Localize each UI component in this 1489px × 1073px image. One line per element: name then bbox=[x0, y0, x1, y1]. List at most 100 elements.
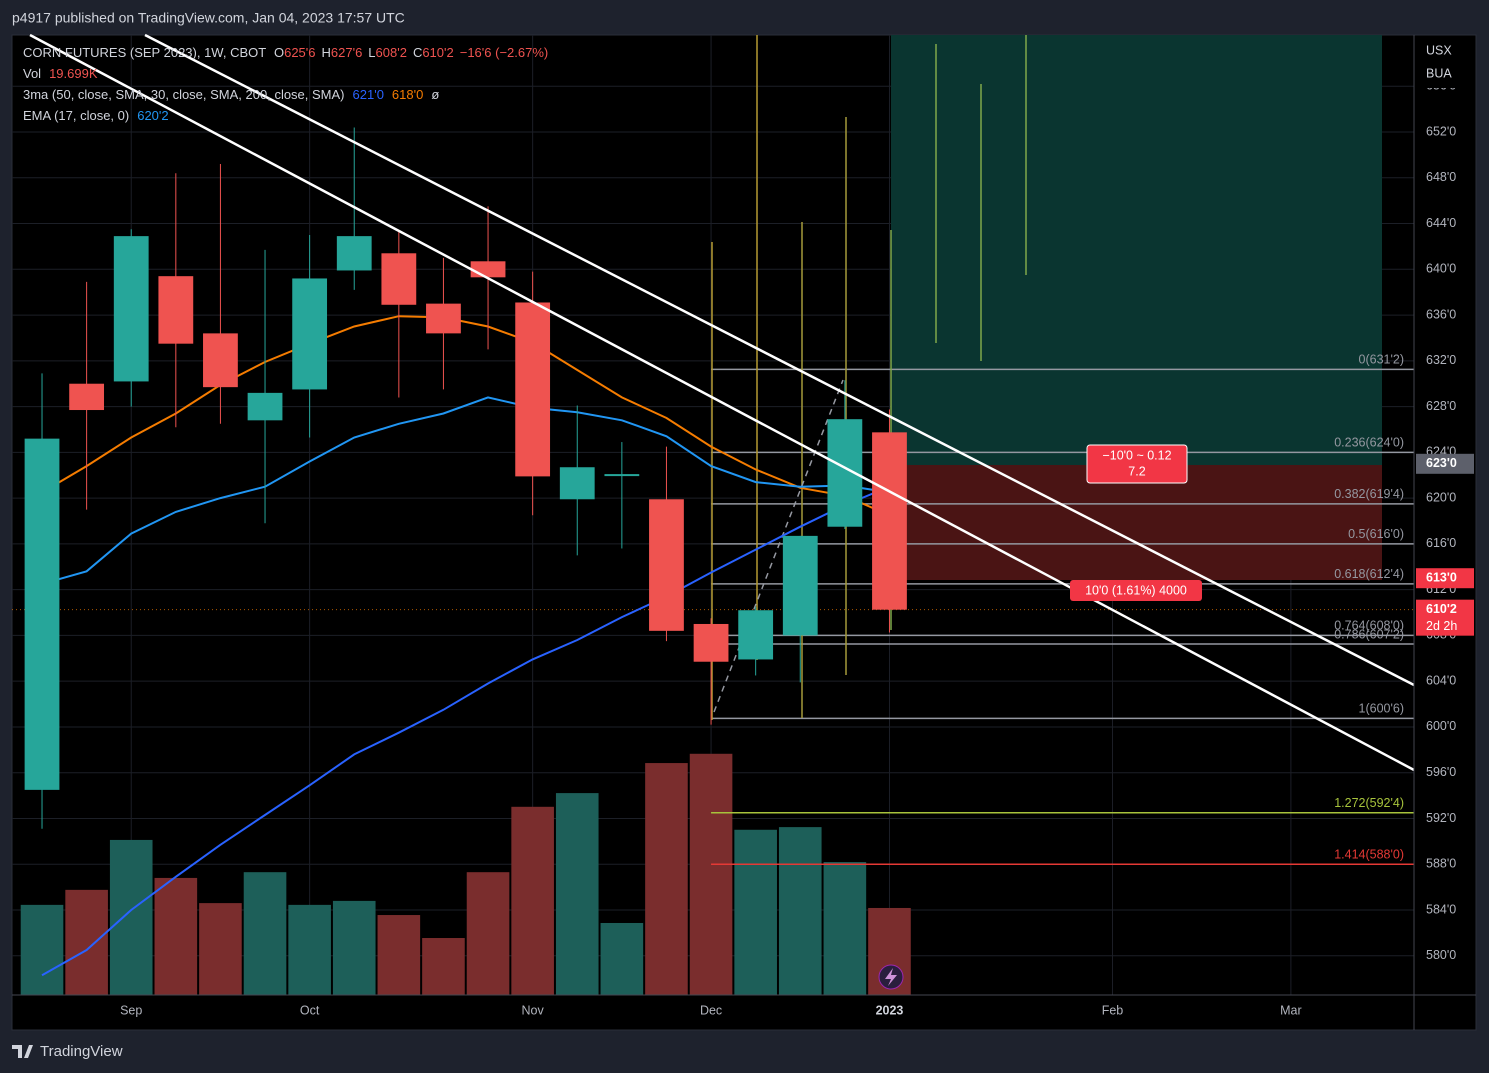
volume-layer bbox=[20, 753, 911, 995]
legend-row: EMA (17, close, 0) 620'2 bbox=[23, 108, 169, 123]
y-tick-label: 588'0 bbox=[1426, 857, 1456, 871]
target-box-text: 10'0 (1.61%) 4000 bbox=[1085, 583, 1187, 597]
volume-bar bbox=[511, 806, 554, 995]
candle-body bbox=[381, 253, 417, 305]
volume-bar bbox=[645, 763, 688, 995]
y-tick-label: 648'0 bbox=[1426, 170, 1456, 184]
header: p4917 published on TradingView.com, Jan … bbox=[12, 10, 405, 26]
fib-label: 0.5(616'0) bbox=[1348, 527, 1404, 541]
ema-name: EMA (17, close, 0) bbox=[23, 108, 129, 123]
ohlc-value: 625'6 bbox=[284, 45, 315, 60]
ohlc-key: O bbox=[274, 45, 284, 60]
candle-body bbox=[872, 432, 907, 610]
candle-body bbox=[336, 236, 372, 271]
candle-body bbox=[247, 392, 283, 421]
candle-body bbox=[693, 623, 729, 662]
currency-label: USX bbox=[1426, 43, 1452, 57]
candle-layer bbox=[24, 127, 907, 829]
ma-value: ø bbox=[431, 87, 439, 102]
candle-body bbox=[292, 278, 328, 390]
legend-row: CORN FUTURES (SEP 2023), 1W, CBOT O625'6 H… bbox=[23, 45, 548, 60]
dashed-drawing bbox=[713, 379, 844, 713]
y-tick-label: 616'0 bbox=[1426, 536, 1456, 550]
candle-body bbox=[158, 276, 194, 344]
y-tick-label: 584'0 bbox=[1426, 902, 1456, 916]
y-tick-label: 652'0 bbox=[1426, 124, 1456, 138]
x-tick-label: 2023 bbox=[876, 1003, 904, 1017]
legend-row: Vol 19.699K bbox=[23, 66, 98, 81]
y-tick-label: 620'0 bbox=[1426, 490, 1456, 504]
volume-name: Vol bbox=[23, 66, 41, 81]
price-label-box bbox=[1416, 453, 1474, 474]
ema-value: 620'2 bbox=[137, 108, 168, 123]
candle-body bbox=[470, 261, 506, 278]
volume-bar bbox=[734, 829, 777, 995]
ma-line bbox=[41, 315, 890, 517]
unit-background bbox=[1416, 38, 1474, 88]
ma-value: 621'0 bbox=[353, 87, 384, 102]
price-label-box bbox=[1416, 568, 1474, 589]
volume-bar bbox=[466, 872, 510, 995]
x-tick-label: Feb bbox=[1102, 1003, 1124, 1017]
volume-bar bbox=[778, 827, 822, 995]
candle-body bbox=[738, 610, 774, 660]
ma-line bbox=[41, 396, 890, 585]
volume-bar bbox=[332, 900, 376, 995]
ohlc-value: 608'2 bbox=[376, 45, 407, 60]
symbol: CORN FUTURES (SEP 2023), 1W, CBOT bbox=[23, 45, 266, 60]
volume-bar bbox=[823, 862, 867, 995]
volume-bar bbox=[377, 915, 421, 995]
y-tick-label: 596'0 bbox=[1426, 765, 1456, 779]
y-tick-label: 636'0 bbox=[1426, 307, 1456, 321]
profit-area bbox=[891, 35, 1382, 465]
ma-layer bbox=[41, 315, 890, 977]
candle-body bbox=[604, 474, 640, 477]
stop-box bbox=[1086, 444, 1188, 484]
price-label: 623'0 bbox=[1426, 456, 1457, 470]
price-label: 613'0 bbox=[1426, 571, 1457, 585]
fib-label: 0.382(619'4) bbox=[1334, 487, 1404, 501]
volume-bar bbox=[600, 922, 644, 995]
stop-box-text: 7.2 bbox=[1128, 464, 1145, 478]
footer-logo bbox=[12, 1045, 33, 1058]
candle-body bbox=[69, 383, 105, 411]
ohlc-value: 627'6 bbox=[331, 45, 362, 60]
candle-body bbox=[782, 535, 818, 636]
ohlc-key: L bbox=[368, 45, 375, 60]
fib-label: 1(600'6) bbox=[1359, 702, 1404, 716]
loss-area bbox=[891, 465, 1382, 580]
y-tick-label: 592'0 bbox=[1426, 811, 1456, 825]
change: −16'6 (−2.67%) bbox=[460, 45, 549, 60]
y-tick-label: 628'0 bbox=[1426, 399, 1456, 413]
candle-body bbox=[203, 333, 238, 388]
fib-label: 1.414(588'0) bbox=[1334, 848, 1404, 862]
ma-line bbox=[41, 485, 890, 977]
volume-bar bbox=[555, 793, 599, 995]
ohlc-key: H bbox=[322, 45, 331, 60]
price-label-box bbox=[1416, 599, 1474, 636]
volume-bar bbox=[109, 839, 153, 995]
trend-line bbox=[144, 33, 1415, 687]
target-box bbox=[1070, 580, 1202, 601]
y-tick-label: 580'0 bbox=[1426, 948, 1456, 962]
event-icon-bolt bbox=[885, 968, 897, 986]
candle-body bbox=[649, 499, 684, 631]
y-tick-label: 604'0 bbox=[1426, 673, 1456, 687]
candle-body bbox=[559, 467, 595, 500]
candle-body bbox=[426, 303, 461, 334]
trend-line bbox=[29, 33, 1415, 772]
ohlc-value: 610'2 bbox=[422, 45, 453, 60]
price-label: 610'2 bbox=[1426, 602, 1457, 616]
volume-bar bbox=[65, 889, 108, 995]
vertical-drawings bbox=[711, 35, 1027, 720]
volume-bar bbox=[288, 904, 331, 995]
x-tick-label: Oct bbox=[300, 1003, 320, 1017]
candle-body bbox=[24, 438, 60, 790]
volume-bar bbox=[243, 872, 287, 995]
x-tick-label: Sep bbox=[120, 1003, 142, 1017]
y-tick-label: 600'0 bbox=[1426, 719, 1456, 733]
fib-label: 0.764(608'0) bbox=[1334, 619, 1404, 633]
candle-body bbox=[515, 302, 551, 477]
y-tick-label: 640'0 bbox=[1426, 262, 1456, 276]
